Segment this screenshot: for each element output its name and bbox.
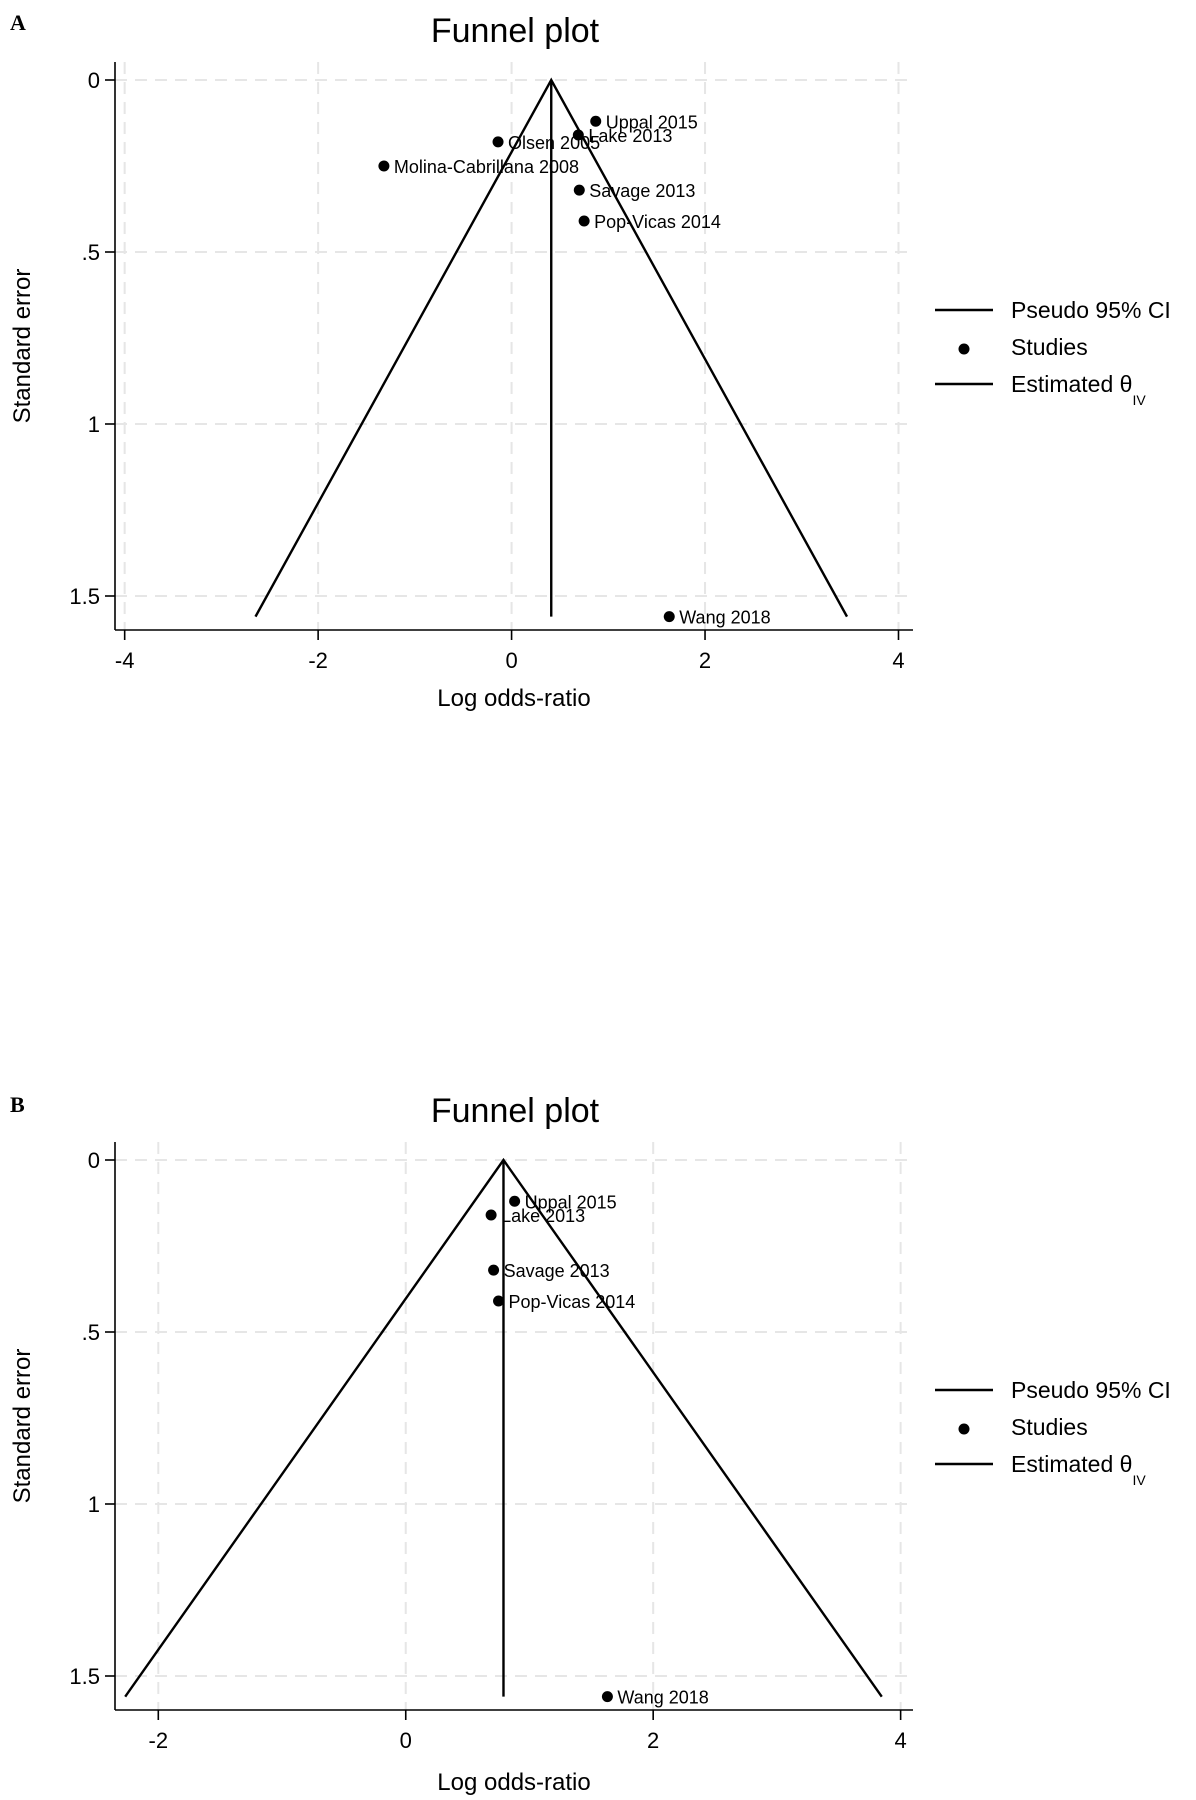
legend-subscript: IV [1132, 1472, 1146, 1488]
y-tick-label: 1.5 [69, 1664, 100, 1689]
y-tick-label: .5 [82, 240, 100, 265]
x-tick-label: -2 [308, 648, 328, 673]
legend-dot-swatch [958, 343, 970, 355]
legend-dot-swatch [958, 1423, 970, 1435]
x-tick-label: -4 [115, 648, 135, 673]
legend: Pseudo 95% CI Studies Estimated θIV [935, 297, 1171, 408]
study-point [509, 1195, 521, 1207]
study-point [578, 215, 590, 227]
y-tick-label: .5 [82, 1320, 100, 1345]
y-tick-label: 0 [88, 1148, 100, 1173]
study-label: Uppal 2015 [606, 112, 698, 132]
x-axis-label: Log odds-ratio [437, 685, 590, 712]
y-tick-label: 1.5 [69, 584, 100, 609]
chart-title: Funnel plot [431, 1092, 600, 1130]
legend: Pseudo 95% CI Studies Estimated θIV [935, 1377, 1171, 1488]
x-tick-label: 4 [895, 1728, 907, 1753]
study-point [572, 129, 584, 141]
panel-a: A Funnel plot -4 -2 0 2 4 0 .5 1 1.5 Log odds-ratio… [9, 10, 1171, 712]
study-point [573, 184, 585, 196]
study-label: Uppal 2015 [525, 1192, 617, 1212]
x-tick-label: 4 [892, 648, 904, 673]
legend-label: Estimated θIV [1011, 371, 1146, 408]
y-tick-label: 1 [88, 412, 100, 437]
study-label: Savage 2013 [504, 1261, 610, 1281]
study-label: Savage 2013 [589, 181, 695, 201]
x-tick-label: 2 [699, 648, 711, 673]
study-point [663, 611, 675, 623]
study-point [378, 160, 390, 172]
legend-subscript: IV [1132, 392, 1146, 408]
chart-title: Funnel plot [431, 12, 600, 50]
study-point [488, 1264, 500, 1276]
study-point [601, 1691, 613, 1703]
x-tick-label: 0 [505, 648, 517, 673]
y-tick-label: 1 [88, 1492, 100, 1517]
y-tick-label: 0 [88, 68, 100, 93]
study-label: Lake 2013 [588, 126, 672, 146]
panel-b: B Funnel plot -2 0 2 4 0 .5 1 1.5 Log odds-ratio St… [9, 1092, 1171, 1796]
study-label: Molina-Cabrillana 2008 [394, 157, 579, 177]
legend-label: Pseudo 95% CI [1011, 1377, 1171, 1403]
panel-letter: B [10, 1092, 25, 1117]
study-label: Lake 2013 [501, 1206, 585, 1226]
panel-letter: A [10, 10, 26, 35]
study-label: Pop-Vicas 2014 [509, 1292, 636, 1312]
y-axis-label: Standard error [9, 1349, 36, 1504]
legend-label: Estimated θIV [1011, 1451, 1146, 1488]
y-axis-label: Standard error [9, 269, 36, 424]
legend-label: Studies [1011, 1414, 1088, 1440]
x-axis-label: Log odds-ratio [437, 1769, 590, 1796]
x-tick-label: 0 [400, 1728, 412, 1753]
study-label: Wang 2018 [679, 608, 770, 628]
study-point [590, 115, 602, 127]
study-label: Pop-Vicas 2014 [594, 212, 721, 232]
x-tick-label: -2 [149, 1728, 169, 1753]
study-point [492, 136, 504, 148]
study-point [493, 1295, 505, 1307]
study-point [485, 1209, 497, 1221]
study-label: Olsen 2005 [508, 133, 600, 153]
x-tick-label: 2 [647, 1728, 659, 1753]
legend-label: Pseudo 95% CI [1011, 297, 1171, 323]
study-label: Wang 2018 [617, 1688, 708, 1708]
legend-label: Studies [1011, 334, 1088, 360]
